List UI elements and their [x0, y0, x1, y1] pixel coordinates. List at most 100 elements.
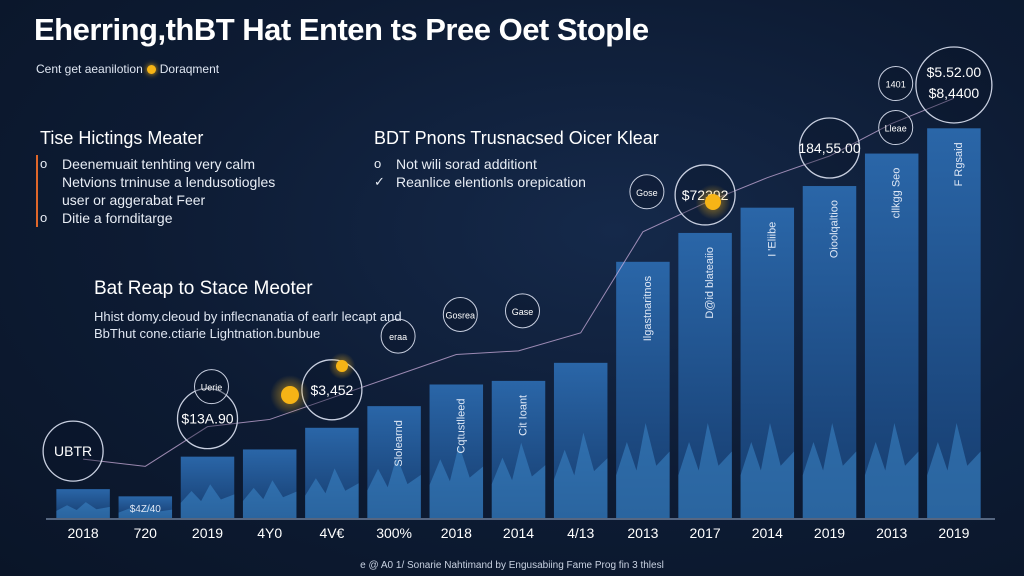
x-tick-label: 300%: [376, 525, 412, 541]
bar-texture: [242, 480, 297, 518]
list-item: o Ditie a fornditarge: [40, 209, 275, 227]
footer-caption: e @ A0 1/ Sonarie Nahtimand by Engusabii…: [360, 560, 664, 571]
lightbulb-icon: [705, 194, 721, 210]
bar-label: Cit Ioant: [518, 395, 530, 436]
small-callout-label: eraa: [389, 332, 407, 342]
trend-line: [83, 97, 955, 467]
list-item: user or aggerabat Feer: [40, 191, 275, 209]
page-title: Eherring,thBT Hat Enten ts Pree Oet Stop…: [34, 12, 649, 47]
mid-panel-heading: Bat Reap to Stace Meoter: [94, 278, 313, 299]
bar-label: Ilgastnaritnos: [642, 275, 654, 341]
small-callout-label: Gase: [512, 307, 534, 317]
mid-panel: Bat Reap to Stace Meoter Hhist domy.cleo…: [94, 278, 402, 342]
list-item: o Deenemuait tenhting very calm: [40, 155, 275, 173]
bar-label: Cqtustlleed: [455, 398, 467, 453]
bar-texture: [491, 442, 546, 518]
list-item-text: user or aggerabat Feer: [62, 192, 206, 208]
callout-value: $8,4400: [929, 85, 980, 101]
bar-label: I 'Eliibe: [766, 222, 778, 257]
bar-texture: [927, 423, 981, 518]
subtitle: Cent get aeanilotion Doraqment: [36, 62, 219, 76]
callout-bubble: [42, 420, 104, 482]
bar-texture: [118, 506, 173, 518]
bar-texture: [429, 444, 484, 518]
x-tick-label: 2013: [876, 525, 907, 541]
left-panel: Tise Hictings Meater o Deenemuait tenhtin…: [36, 128, 275, 227]
x-tick-label: 2014: [752, 525, 783, 541]
small-callout-label: Gose: [636, 188, 658, 198]
bullet-icon: o: [40, 156, 48, 171]
x-tick-label: 2018: [441, 525, 472, 541]
bar-texture: [180, 484, 235, 518]
callout-value: $5.52.00: [927, 64, 982, 80]
bar-texture: [367, 456, 421, 518]
list-item-text: Ditie a fornditarge: [62, 210, 173, 226]
callout-value: $13A.90: [181, 411, 233, 427]
callout-bubble: [798, 117, 861, 179]
list-item-text: Netvions trninuse a lendusotiogles: [62, 174, 276, 190]
list-item-text: Deenemuait tenhting very calm: [62, 156, 255, 172]
small-callout-label: Gosrea: [446, 310, 476, 320]
callout-value: $3,452: [310, 382, 353, 398]
left-panel-list: o Deenemuait tenhting very calm Netvions …: [36, 155, 275, 227]
bar-texture: [616, 423, 670, 518]
x-tick-label: 2019: [814, 525, 845, 541]
bullet-icon: o: [40, 210, 48, 225]
list-item: ✓ Reanlice elentionls orepication: [374, 173, 659, 191]
small-callout-label: Uerie: [201, 383, 223, 393]
mid-panel-line-2: BbThut cone.ctiarie Lightnation.bunbue: [94, 326, 321, 341]
small-callout-bubble: [442, 296, 478, 332]
x-tick-label: 2017: [690, 525, 721, 541]
list-item: Netvions trninuse a lendusotiogles: [40, 173, 275, 191]
x-tick-label: 720: [134, 525, 158, 541]
right-panel-list: o Not wili sorad additiont ✓ Reanlice elen…: [374, 155, 659, 191]
small-callout-bubble: [878, 66, 914, 102]
bar-texture: [864, 423, 919, 518]
bullet-icon: o: [374, 156, 382, 171]
small-callout-bubble: [505, 293, 540, 329]
x-tick-label: 2014: [503, 525, 534, 541]
right-panel: BDT Pnons Trusnacsed Oicer Klear o Not wi…: [374, 128, 659, 191]
bulb-icon: [146, 64, 156, 74]
small-callout-label: 1401: [886, 80, 906, 90]
bar-texture: [305, 468, 359, 518]
subtitle-right: Doraqment: [159, 62, 220, 76]
bar-texture: [553, 432, 608, 518]
small-callout-bubble: [878, 110, 914, 146]
left-panel-heading: Tise Hictings Meater: [40, 128, 204, 148]
callout-value: 184,55.00: [798, 140, 860, 156]
small-callout-bubble: [194, 369, 229, 405]
bar-label: D@id blateaiio: [704, 247, 716, 319]
subtitle-left: Cent get aeanilotion: [36, 62, 143, 76]
small-callout-bubble: [629, 174, 665, 210]
x-tick-label: 2013: [627, 525, 658, 541]
callout-bubble: [176, 388, 239, 450]
x-tick-label: 4V€: [319, 525, 344, 541]
bar-label: Slolearnd: [393, 420, 405, 466]
mid-panel-line-1: Hhist domy.cleoud by inflecnanatia of ea…: [94, 309, 402, 324]
bar-texture: [678, 423, 732, 518]
right-panel-heading: BDT Pnons Trusnacsed Oicer Klear: [374, 128, 659, 148]
list-item-text: Not wili sorad additiont: [396, 156, 537, 172]
x-tick-label: 2019: [192, 525, 223, 541]
small-callout-label: Lleae: [885, 124, 907, 134]
callout-value: UBTR: [54, 443, 92, 459]
x-tick-label: 2019: [938, 525, 969, 541]
bar-label: F Rgsaid: [953, 142, 965, 186]
bar-base-label: $4Z/40: [130, 504, 162, 515]
list-item: o Not wili sorad additiont: [374, 155, 659, 173]
callout-bubble: [915, 46, 993, 124]
check-icon: ✓: [374, 174, 385, 189]
x-tick-label: 2018: [68, 525, 99, 541]
bar-label: Oioolqaltioo: [829, 200, 841, 258]
small-callout-bubble: [380, 318, 416, 354]
bar-texture: [56, 502, 110, 518]
x-tick-label: 4Y0: [257, 525, 282, 541]
bar-label: cllkgg Seo: [891, 168, 903, 219]
list-item-text: Reanlice elentionls orepication: [396, 174, 586, 190]
x-tick-label: 4/13: [567, 525, 594, 541]
lightbulb-icon: [281, 386, 299, 404]
bar-texture: [740, 423, 795, 518]
lightbulb-icon: [336, 360, 348, 372]
